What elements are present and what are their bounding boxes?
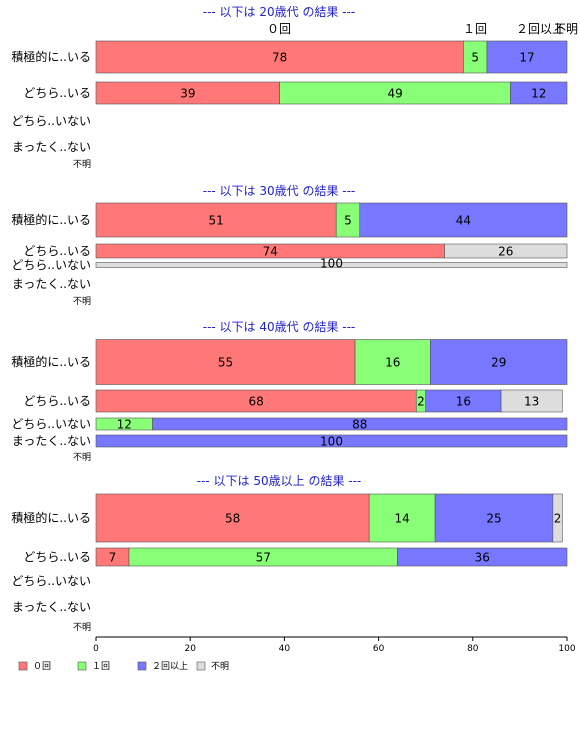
bar-segment xyxy=(95,493,370,543)
bar-value-label: 5 xyxy=(344,213,352,227)
bar-value-label: 57 xyxy=(256,550,271,564)
bar-segment xyxy=(434,493,554,543)
bar-value-label: 58 xyxy=(225,511,240,525)
bar-value-label: 16 xyxy=(456,394,471,408)
bar-value-label: 55 xyxy=(218,355,233,369)
group-title: --- 以下は 40歳代 の結果 --- xyxy=(203,320,356,334)
legend-swatch xyxy=(77,661,87,671)
bar-value-label: 88 xyxy=(352,417,367,431)
age-group: --- 以下は 20歳代 の結果 --- 積極的に..いる 78 5 17 どちら..いる… xyxy=(11,5,568,170)
bar-value-label: 5 xyxy=(471,50,479,64)
row-label: 積極的に..いる xyxy=(11,510,91,525)
legend-item: ２回以上 xyxy=(137,661,188,672)
bar-value-label: 25 xyxy=(486,511,501,525)
header-label: ０回 xyxy=(267,22,291,36)
bar-value-label: 68 xyxy=(248,394,263,408)
age-group: --- 以下は 50歳以上 の結果 --- 積極的に..いる 58 14 25 2 どちら.… xyxy=(11,474,568,633)
bar-segment xyxy=(95,434,568,448)
header-label: １回 xyxy=(463,22,487,36)
legend-item: ０回 xyxy=(18,661,51,672)
legend-swatch xyxy=(18,661,28,671)
bar-segment xyxy=(95,339,356,385)
bar-value-label: 39 xyxy=(180,86,195,100)
bar-value-label: 7 xyxy=(109,550,117,564)
legend-label: 不明 xyxy=(211,661,229,672)
legend-label: ２回以上 xyxy=(152,661,188,672)
x-tick-label: 80 xyxy=(467,644,479,654)
x-tick-label: 20 xyxy=(184,644,196,654)
bar-segment xyxy=(500,389,563,413)
row-label: 積極的に..いる xyxy=(11,354,91,369)
age-group: --- 以下は 30歳代 の結果 --- 積極的に..いる 51 5 44 どちら..いる… xyxy=(11,184,568,307)
x-tick-label: 100 xyxy=(558,644,575,654)
bar-value-label: 100 xyxy=(320,434,343,448)
legend-item: １回 xyxy=(77,661,110,672)
row-label: 不明 xyxy=(73,159,91,170)
bar-segment xyxy=(510,81,568,105)
row-label: 積極的に..いる xyxy=(11,49,91,64)
bar-segment xyxy=(354,339,431,385)
x-tick-label: 40 xyxy=(279,644,291,654)
bar-segment xyxy=(152,417,568,431)
row-label: 積極的に..いる xyxy=(11,212,91,227)
header-label: 不明 xyxy=(554,22,578,36)
bar-value-label: 74 xyxy=(263,244,278,258)
row-label: 不明 xyxy=(73,622,91,633)
bar-value-label: 26 xyxy=(498,244,513,258)
bar-segment xyxy=(430,339,568,385)
bar-segment xyxy=(444,243,568,259)
row-label: どちら..いる xyxy=(23,86,91,100)
row-label: まったく..ない xyxy=(12,140,91,154)
row-label: どちら..いる xyxy=(23,550,91,564)
row-label: どちら..いる xyxy=(23,394,91,408)
row-label: まったく..ない xyxy=(12,600,91,614)
bar-value-label: 78 xyxy=(272,50,287,64)
bar-value-label: 14 xyxy=(395,511,410,525)
bar-value-label: 16 xyxy=(385,355,400,369)
row-label: どちら..いる xyxy=(23,244,91,258)
legend-label: ０回 xyxy=(33,661,51,672)
bar-value-label: 12 xyxy=(531,86,546,100)
row-label: 不明 xyxy=(73,296,91,307)
bar-value-label: 12 xyxy=(117,417,132,431)
legend-swatch xyxy=(137,661,147,671)
bar-segment xyxy=(95,262,568,268)
bar-value-label: 2 xyxy=(554,511,562,525)
bar-segment xyxy=(359,202,568,238)
group-title: --- 以下は 30歳代 の結果 --- xyxy=(203,184,356,198)
bar-segment xyxy=(552,493,563,543)
row-label: どちら..いない xyxy=(11,574,91,588)
header-label: ２回以上 xyxy=(516,22,564,36)
bar-segment xyxy=(486,40,568,74)
row-label: どちら..いない xyxy=(11,114,91,128)
bar-segment xyxy=(95,40,464,74)
bar-value-label: 17 xyxy=(519,50,534,64)
bar-value-label: 13 xyxy=(524,394,539,408)
x-tick-label: 0 xyxy=(93,644,99,654)
row-label: まったく..ない xyxy=(12,277,91,291)
x-tick-label: 60 xyxy=(373,644,385,654)
row-label: 不明 xyxy=(73,452,91,463)
bar-value-label: 51 xyxy=(208,213,223,227)
legend-label: １回 xyxy=(92,661,110,672)
row-label: どちら..いない xyxy=(11,258,91,272)
bar-value-label: 44 xyxy=(456,213,471,227)
age-group: --- 以下は 40歳代 の結果 --- 積極的に..いる 55 16 29 どちら..い… xyxy=(11,320,568,463)
bar-value-label: 49 xyxy=(387,86,402,100)
bar-segment xyxy=(368,493,436,543)
group-title: --- 以下は 20歳代 の結果 --- xyxy=(203,5,356,19)
legend-item: 不明 xyxy=(196,661,229,672)
bar-value-label: 36 xyxy=(475,550,490,564)
bar-segment xyxy=(397,547,568,567)
bar-value-label: 100 xyxy=(320,257,343,271)
row-label: まったく..ない xyxy=(12,434,91,448)
bar-value-label: 2 xyxy=(417,394,425,408)
legend-swatch xyxy=(196,661,206,671)
bar-value-label: 29 xyxy=(491,355,506,369)
row-label: どちら..いない xyxy=(11,417,91,431)
bar-segment xyxy=(95,202,337,238)
group-title: --- 以下は 50歳以上 の結果 --- xyxy=(197,474,362,488)
